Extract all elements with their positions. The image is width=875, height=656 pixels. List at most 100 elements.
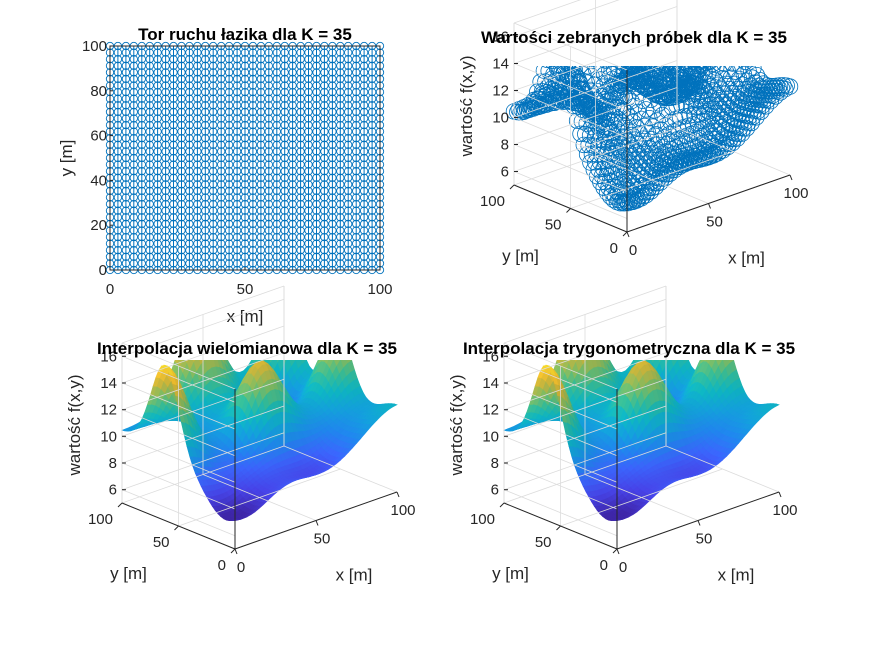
path-point	[280, 120, 289, 130]
path-point	[217, 48, 226, 57]
path-point	[209, 48, 218, 57]
sample-point	[635, 130, 652, 147]
path-point	[296, 219, 305, 229]
path-point	[185, 180, 194, 189]
path-point	[209, 147, 218, 156]
sample-point	[613, 66, 627, 70]
path-point	[296, 48, 305, 57]
sample-point	[661, 165, 679, 182]
path-point	[232, 213, 242, 222]
path-point	[201, 213, 210, 222]
path-point	[217, 153, 226, 163]
path-point	[328, 259, 337, 268]
path-point	[312, 186, 321, 196]
sample-point	[729, 130, 746, 147]
path-point	[121, 246, 131, 255]
path-point	[145, 160, 154, 169]
path-point	[193, 153, 202, 163]
path-point	[280, 107, 289, 117]
path-point	[113, 127, 123, 136]
path-point	[224, 107, 234, 117]
path-point	[352, 213, 361, 222]
path-point	[177, 101, 186, 110]
path-point	[240, 114, 250, 123]
path-point	[177, 219, 186, 229]
path-point	[272, 239, 281, 248]
path-point	[224, 206, 234, 215]
path-point	[224, 232, 234, 242]
path-point	[177, 120, 186, 130]
path-point	[153, 134, 162, 143]
path-point	[272, 219, 281, 229]
path-point	[288, 193, 297, 202]
path-point	[288, 226, 297, 235]
path-point	[296, 61, 305, 70]
path-point	[240, 74, 250, 84]
path-point	[280, 101, 289, 110]
path-point	[248, 206, 258, 215]
path-point	[264, 232, 273, 242]
path-point	[280, 134, 289, 143]
path-point	[320, 232, 329, 242]
path-point	[367, 193, 377, 202]
path-point	[185, 101, 194, 110]
path-point	[224, 226, 234, 235]
path-point	[280, 61, 289, 70]
sample-point	[609, 89, 627, 106]
path-point	[145, 120, 154, 130]
path-point	[153, 74, 162, 84]
path-point	[217, 87, 226, 97]
path-point	[121, 232, 131, 242]
path-point	[169, 226, 178, 235]
surface-patch	[315, 360, 321, 367]
path-point	[209, 74, 218, 84]
sample-point	[691, 66, 708, 74]
path-point	[145, 140, 154, 149]
path-point	[177, 87, 186, 97]
path-point	[367, 127, 377, 136]
path-point	[304, 127, 313, 136]
path-point	[113, 55, 123, 64]
path-point	[121, 127, 131, 136]
path-point	[145, 61, 154, 70]
path-point	[177, 167, 186, 176]
path-point	[352, 153, 361, 163]
path-point	[359, 199, 369, 209]
path-point	[224, 48, 234, 57]
sample-point	[575, 101, 592, 119]
path-point	[185, 61, 194, 70]
path-point	[272, 199, 281, 209]
path-point	[328, 147, 337, 156]
path-point	[352, 252, 361, 261]
path-point	[359, 180, 369, 189]
path-point	[113, 219, 123, 229]
path-point	[352, 259, 361, 268]
path-point	[344, 120, 353, 130]
path-point	[129, 81, 138, 90]
path-point	[145, 213, 154, 222]
path-point	[288, 48, 297, 57]
path-point	[185, 226, 194, 235]
path-point	[280, 219, 289, 229]
sample-point	[753, 103, 770, 120]
path-point	[272, 186, 281, 196]
sample-point	[641, 109, 658, 127]
path-point	[288, 213, 297, 222]
path-point	[280, 147, 289, 156]
path-point	[320, 219, 329, 229]
path-point	[336, 167, 345, 176]
path-point	[185, 140, 194, 149]
path-point	[256, 101, 266, 110]
path-point	[280, 259, 289, 268]
path-point	[280, 206, 289, 215]
path-point	[240, 68, 250, 77]
sample-point	[644, 118, 662, 135]
path-point	[336, 68, 345, 77]
path-point	[113, 153, 123, 163]
path-point	[217, 252, 226, 261]
path-point	[344, 81, 353, 90]
sample-point	[571, 87, 589, 105]
path-point	[359, 160, 369, 169]
path-point	[248, 61, 258, 70]
path-point	[240, 48, 250, 57]
